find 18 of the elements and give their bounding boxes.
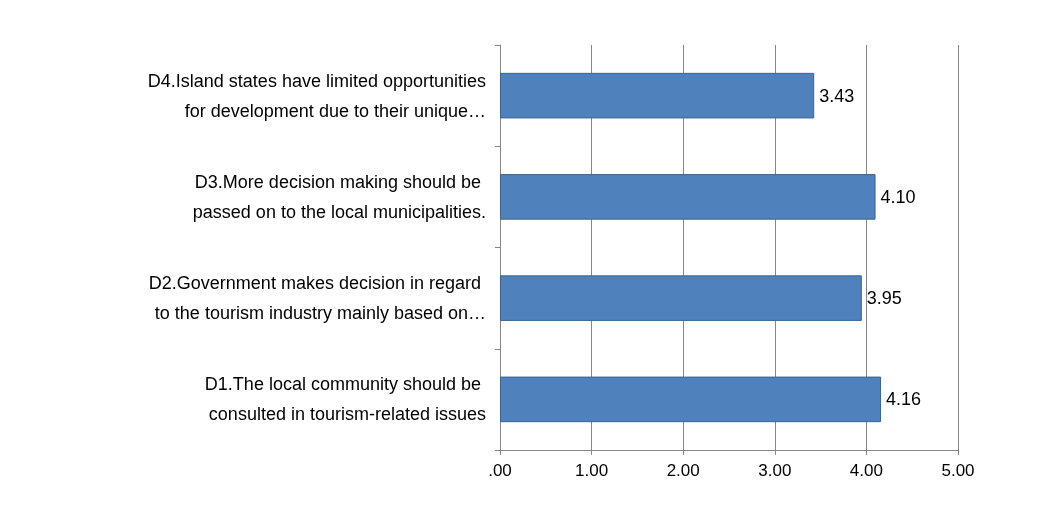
y-tick-label: D1.The local community should be consulted in tourism-related issues — [204, 374, 486, 425]
x-tick-label: .00 — [488, 461, 512, 480]
data-label: 4.10 — [880, 186, 916, 207]
data-label: 3.43 — [819, 85, 855, 106]
x-tick-label: 3.00 — [758, 461, 792, 480]
x-tick-label: 1.00 — [575, 461, 609, 480]
bar — [500, 174, 876, 220]
bar — [500, 275, 862, 321]
bar — [500, 376, 882, 423]
y-tick-label: D4.Island states have limited opportunities for development due to their unique… — [147, 70, 486, 121]
x-tick-label: 4.00 — [849, 461, 883, 480]
y-tick-label: D2.Government makes decision in regard to the tourism industry mainly based on… — [148, 273, 486, 324]
y-tick-label: D3.More decision making should be passed on to the local municipalities. — [192, 171, 486, 222]
data-label: 4.16 — [886, 389, 922, 410]
bar — [500, 72, 815, 119]
data-label: 3.95 — [866, 288, 902, 309]
x-tick-label: 2.00 — [666, 461, 700, 480]
x-tick-label: 5.00 — [941, 461, 975, 480]
